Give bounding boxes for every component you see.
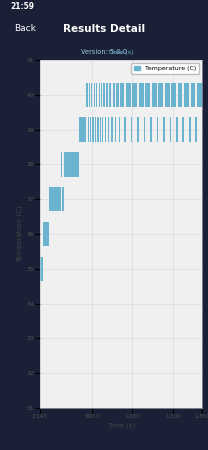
Text: 21:59: 21:59 (10, 2, 34, 11)
Legend: Temperature (C): Temperature (C) (131, 63, 199, 74)
Text: Time (s): Time (s) (108, 50, 134, 55)
Text: Version: 5.0.0: Version: 5.0.0 (81, 49, 127, 55)
Text: Results Detail: Results Detail (63, 24, 145, 34)
Text: Back: Back (15, 24, 36, 33)
X-axis label: Time (s): Time (s) (107, 422, 135, 428)
Y-axis label: Temperature (C): Temperature (C) (17, 206, 24, 262)
